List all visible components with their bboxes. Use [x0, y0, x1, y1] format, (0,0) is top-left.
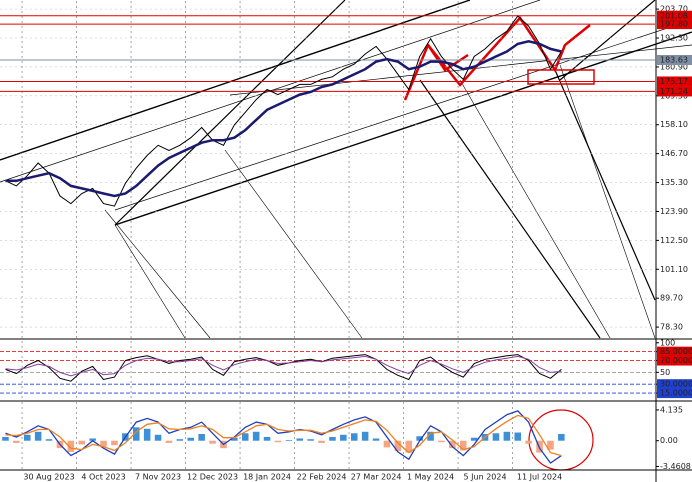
histogram-bar [372, 438, 380, 441]
level-label: 183.63 [660, 56, 688, 65]
histogram-bar [45, 439, 53, 441]
histogram-bar [503, 431, 511, 441]
histogram-bar [285, 439, 293, 441]
x-tick-label: 18 Jan 2024 [243, 473, 291, 482]
level-label-box [657, 10, 692, 21]
y-tick-label: 78.30 [660, 323, 683, 332]
level-label: 201.08 [660, 11, 688, 20]
histogram-bar [361, 431, 369, 441]
level-label-box [657, 86, 692, 97]
series-line [5, 355, 562, 377]
y-tick-label: 30.0000 [660, 380, 692, 389]
histogram-bar [34, 431, 42, 441]
histogram-bar [438, 440, 445, 443]
level-label: 171.24 [660, 87, 688, 96]
histogram-bar [318, 440, 325, 443]
histogram-bar [23, 434, 31, 441]
series-line [5, 40, 562, 198]
y-tick-label: 112.50 [660, 236, 688, 245]
histogram-bar [241, 433, 249, 441]
level-label-box [657, 55, 692, 66]
histogram-bar [2, 436, 9, 441]
y-tick-label: 70.0000 [660, 356, 692, 365]
histogram-bar [187, 437, 195, 441]
x-tick-label: 27 Mar 2024 [351, 473, 402, 482]
y-tick-label: 135.30 [660, 178, 688, 187]
level-label: 197.80 [660, 20, 688, 29]
histogram-bar [405, 440, 413, 453]
histogram-bar [329, 436, 336, 441]
histogram-bar [252, 431, 260, 441]
histogram-bar [89, 438, 96, 441]
histogram-bar [165, 440, 173, 443]
histogram-bar [198, 434, 205, 441]
y-tick-label: 123.90 [660, 207, 688, 216]
histogram-bar [78, 440, 86, 445]
level-label-box [657, 76, 692, 87]
series-line [5, 410, 562, 464]
histogram-bar [209, 440, 216, 444]
y-tick-label: 0.00 [660, 436, 678, 445]
histogram-bar [274, 440, 282, 443]
histogram-bar [558, 434, 565, 441]
histogram-bar [263, 436, 271, 441]
y-tick-label: 85.0000 [660, 347, 692, 356]
tick-label-box [657, 379, 692, 390]
y-tick-label: 101.10 [660, 265, 688, 274]
y-tick-label: 180.90 [660, 62, 688, 71]
histogram-bar [176, 439, 184, 441]
level-label-box [657, 19, 692, 30]
trendlines [0, 0, 692, 339]
histogram-bar [547, 440, 554, 450]
level-label: 175.17 [660, 77, 688, 86]
histogram-bar [449, 440, 456, 449]
histogram-bar [296, 438, 304, 441]
series-line [5, 354, 562, 382]
series-line [5, 414, 562, 457]
histogram-bar [427, 431, 434, 441]
histogram-bar [100, 440, 107, 447]
y-tick-label: 203.70 [660, 5, 688, 14]
x-tick-label: 30 Aug 2023 [23, 473, 74, 482]
y-tick-label: 146.70 [660, 149, 688, 158]
histogram-bar [154, 434, 162, 441]
histogram-bar [394, 440, 402, 452]
histogram-bar [340, 434, 347, 441]
tick-label-box [657, 388, 692, 399]
histogram-bar [514, 432, 522, 441]
x-tick-label: 22 Feb 2024 [297, 473, 347, 482]
y-tick-label: 15.0000 [660, 389, 692, 398]
histogram-bar [67, 440, 75, 452]
histogram-bar [416, 436, 423, 441]
x-tick-label: 1 May 2024 [407, 473, 454, 482]
y-tick-label: 50 [660, 368, 670, 377]
y-tick-label: -3.4608 [660, 462, 691, 471]
histogram-bar [492, 433, 500, 441]
y-tick-label: 158.10 [660, 120, 688, 129]
tick-label-box [657, 355, 692, 366]
y-tick-label: 192.30 [660, 34, 688, 43]
histogram-bar [350, 433, 358, 441]
histogram-bar [132, 427, 140, 441]
histogram-bar [525, 440, 532, 444]
x-tick-label: 5 Jun 2024 [464, 473, 507, 482]
histogram-bar [231, 437, 238, 441]
histogram-bar [307, 439, 314, 441]
y-tick-label: 100 [660, 338, 675, 347]
x-tick-label: 7 Nov 2023 [135, 473, 181, 482]
x-tick-label: 4 Oct 2023 [81, 473, 125, 482]
y-tick-label: 4.135 [660, 405, 683, 414]
histogram-bar [143, 428, 151, 441]
histogram-bar [111, 440, 118, 446]
y-tick-label: 89.70 [660, 294, 683, 303]
histogram-bar [383, 440, 391, 448]
histogram-bar [13, 440, 20, 443]
histogram-bar [459, 440, 467, 451]
tick-label-box [657, 346, 692, 357]
x-tick-label: 11 Jul 2024 [517, 473, 562, 482]
histogram-bar [470, 437, 478, 441]
x-tick-label: 12 Dec 2023 [187, 473, 238, 482]
